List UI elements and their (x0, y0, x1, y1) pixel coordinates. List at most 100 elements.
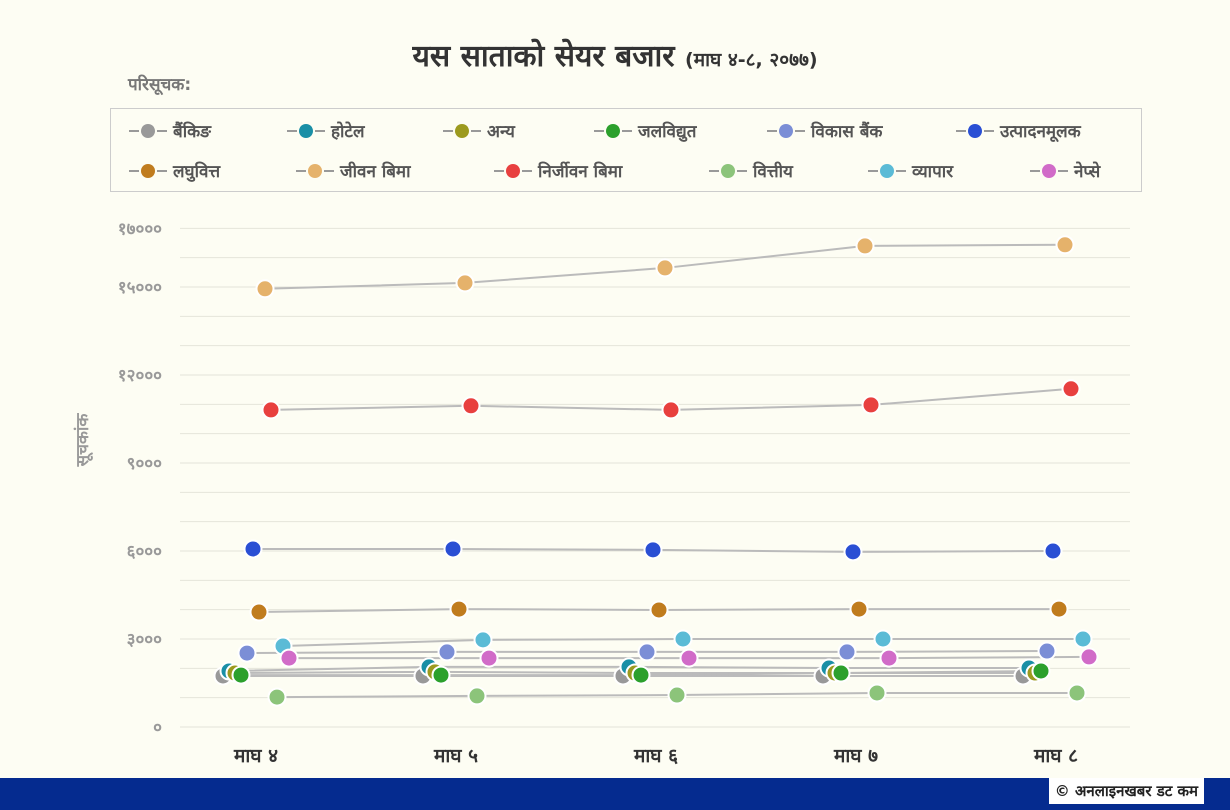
legend-marker-icon (141, 123, 155, 138)
legend-line-icon (296, 169, 306, 172)
data-point[interactable] (649, 600, 669, 620)
legend-item[interactable]: जलविद्युत (594, 119, 696, 142)
data-point[interactable] (673, 629, 693, 649)
legend-line-icon (443, 129, 453, 132)
legend-marker-icon (506, 163, 520, 178)
data-point[interactable] (1031, 661, 1051, 681)
legend-item[interactable]: वित्तीय (709, 159, 793, 182)
legend-line-icon (709, 169, 719, 172)
data-point[interactable] (237, 643, 257, 663)
data-point[interactable] (667, 685, 687, 705)
data-point[interactable] (843, 542, 863, 562)
legend-line-icon (315, 129, 325, 132)
y-axis-label: सूचकांक (73, 413, 94, 468)
legend-marker-icon (299, 123, 313, 138)
data-point[interactable] (861, 395, 881, 415)
legend-item[interactable]: नेप्से (1030, 159, 1100, 182)
legend-line-icon (622, 129, 632, 132)
data-point[interactable] (873, 629, 893, 649)
data-point[interactable] (849, 599, 869, 619)
data-point[interactable] (631, 665, 651, 685)
data-point[interactable] (867, 683, 887, 703)
legend-item[interactable]: अन्य (443, 119, 515, 142)
data-point[interactable] (443, 539, 463, 559)
data-point[interactable] (255, 279, 275, 299)
data-point[interactable] (279, 648, 299, 668)
data-point[interactable] (879, 648, 899, 668)
data-point[interactable] (431, 665, 451, 685)
data-point[interactable] (1079, 647, 1099, 667)
data-point[interactable] (449, 599, 469, 619)
data-point[interactable] (1055, 235, 1075, 255)
legend-item[interactable]: विकास बैंक (767, 119, 883, 142)
legend-line-icon (795, 129, 805, 132)
data-point[interactable] (1067, 683, 1087, 703)
legend-label: निर्जीवन बिमा (538, 162, 623, 182)
data-point[interactable] (267, 687, 287, 707)
legend-label: वित्तीय (753, 162, 793, 182)
legend-label: बैंकिङ (173, 122, 211, 142)
data-point[interactable] (643, 540, 663, 560)
legend-line-icon (737, 169, 747, 172)
data-point[interactable] (467, 686, 487, 706)
legend-line-icon (767, 129, 777, 132)
legend-line-icon (157, 169, 167, 172)
data-point[interactable] (261, 400, 281, 420)
chart-title: यस साताको सेयर बजार (माघ ४-८, २०७७) (0, 34, 1230, 75)
data-point[interactable] (837, 642, 857, 662)
legend-marker-icon (606, 123, 620, 138)
legend-marker-icon (455, 123, 469, 138)
legend-item[interactable]: बैंकिङ (129, 119, 211, 142)
legend-item[interactable]: होटेल (287, 119, 365, 142)
legend-marker-icon (721, 163, 735, 178)
data-point[interactable] (461, 396, 481, 416)
legend-item[interactable]: जीवन बिमा (296, 159, 411, 182)
legend-item[interactable]: उत्पादनमूलक (956, 119, 1081, 142)
data-point[interactable] (473, 630, 493, 650)
legend-line-icon (1030, 169, 1040, 172)
data-point[interactable] (437, 642, 457, 662)
data-point[interactable] (1073, 629, 1093, 649)
data-point[interactable] (1037, 641, 1057, 661)
x-tick-label: माघ ५ (433, 745, 478, 767)
legend-label: विकास बैंक (811, 122, 883, 142)
data-point[interactable] (479, 648, 499, 668)
x-tick-label: माघ ८ (1033, 745, 1078, 767)
data-point[interactable] (1043, 541, 1063, 561)
legend-line-icon (324, 169, 334, 172)
legend-item[interactable]: व्यापार (868, 159, 953, 182)
legend: बैंकिङ होटेल अन्य जलविद्युत विकास बैंक उत्पाद… (110, 108, 1142, 192)
data-point[interactable] (249, 602, 269, 622)
legend-line-icon (129, 169, 139, 172)
data-point[interactable] (655, 258, 675, 278)
data-point[interactable] (243, 539, 263, 559)
data-point[interactable] (661, 400, 681, 420)
legend-marker-icon (880, 163, 894, 178)
data-point[interactable] (455, 273, 475, 293)
data-point[interactable] (231, 665, 251, 685)
y-tick-label: ० (153, 718, 162, 738)
legend-label: जलविद्युत (638, 122, 697, 142)
legend-marker-icon (308, 163, 322, 178)
legend-label: लघुवित्त (173, 162, 221, 182)
x-tick-label: माघ ७ (833, 745, 878, 767)
data-point[interactable] (679, 648, 699, 668)
legend-line-icon (868, 169, 878, 172)
legend-label: उत्पादनमूलक (1000, 122, 1081, 142)
data-point[interactable] (855, 236, 875, 256)
x-tick-label: माघ ६ (633, 745, 678, 767)
legend-label: नेप्से (1074, 162, 1101, 182)
y-tick-label: १२००० (118, 366, 162, 386)
y-tick-label: ९००० (127, 454, 163, 474)
data-point[interactable] (637, 642, 657, 662)
legend-line-icon (984, 129, 994, 132)
legend-item[interactable]: निर्जीवन बिमा (494, 159, 622, 182)
legend-marker-icon (141, 163, 155, 178)
footer-bar (0, 778, 1230, 810)
data-point[interactable] (1049, 599, 1069, 619)
data-point[interactable] (1061, 379, 1081, 399)
legend-item[interactable]: लघुवित्त (129, 159, 220, 182)
legend-label: जीवन बिमा (340, 162, 411, 182)
legend-marker-icon (1042, 163, 1056, 178)
data-point[interactable] (831, 663, 851, 683)
